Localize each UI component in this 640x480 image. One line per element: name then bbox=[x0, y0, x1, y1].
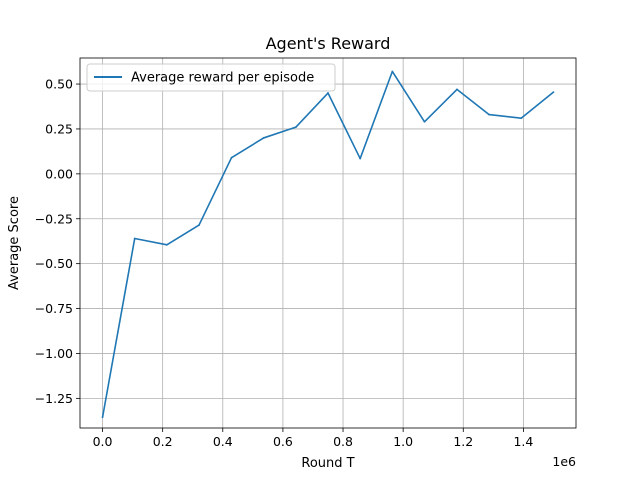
data-point bbox=[391, 70, 394, 73]
series-layer bbox=[101, 70, 555, 419]
series-line bbox=[101, 70, 554, 418]
data-point bbox=[165, 243, 168, 246]
chart-title: Agent's Reward bbox=[266, 34, 391, 53]
data-point bbox=[101, 416, 104, 419]
y-tick-label: −0.50 bbox=[35, 256, 73, 271]
x-tick-label: 0.0 bbox=[93, 434, 113, 449]
data-point bbox=[520, 117, 523, 120]
x-tick-label: 0.2 bbox=[153, 434, 173, 449]
data-point bbox=[198, 224, 200, 226]
legend-label: Average reward per episode bbox=[131, 71, 314, 86]
y-axis-label: Average Score bbox=[7, 196, 22, 290]
y-tick-label: −0.75 bbox=[35, 301, 73, 316]
x-axis-offset-label: 1e6 bbox=[552, 454, 576, 469]
x-tick-label: 0.4 bbox=[213, 434, 233, 449]
x-tick-label: 1.2 bbox=[453, 434, 473, 449]
y-axis: −1.25 −1.00 −0.75 −0.50 −0.25 0.00 0.25 0.50 bbox=[35, 77, 80, 406]
y-tick-label: 0.50 bbox=[45, 77, 73, 92]
data-point bbox=[488, 113, 491, 116]
x-tick-label: 1.4 bbox=[513, 434, 533, 449]
data-point bbox=[294, 126, 297, 129]
data-point bbox=[327, 92, 329, 94]
y-tick-label: −1.25 bbox=[35, 391, 73, 406]
data-point bbox=[456, 88, 458, 91]
data-point bbox=[359, 157, 362, 160]
x-axis: 0.0 0.2 0.4 0.6 0.8 1.0 1.2 1.4 bbox=[93, 428, 533, 449]
y-tick-label: −0.25 bbox=[35, 211, 73, 226]
data-point bbox=[262, 137, 265, 139]
legend-box bbox=[86, 63, 336, 92]
y-tick-label: 0.25 bbox=[45, 121, 73, 136]
x-tick-label: 0.8 bbox=[333, 434, 353, 449]
legend: Average reward per episode bbox=[86, 63, 336, 92]
y-tick-label: −1.00 bbox=[35, 346, 73, 361]
data-point bbox=[133, 237, 136, 240]
data-point bbox=[552, 91, 555, 94]
x-tick-label: 1.0 bbox=[393, 434, 413, 449]
grid bbox=[80, 58, 576, 428]
y-tick-label: 0.00 bbox=[45, 166, 73, 181]
data-point bbox=[423, 120, 426, 123]
x-axis-label: Round T bbox=[301, 456, 354, 471]
plot-frame bbox=[79, 57, 577, 429]
x-tick-label: 0.6 bbox=[273, 434, 293, 449]
data-point bbox=[230, 156, 233, 159]
